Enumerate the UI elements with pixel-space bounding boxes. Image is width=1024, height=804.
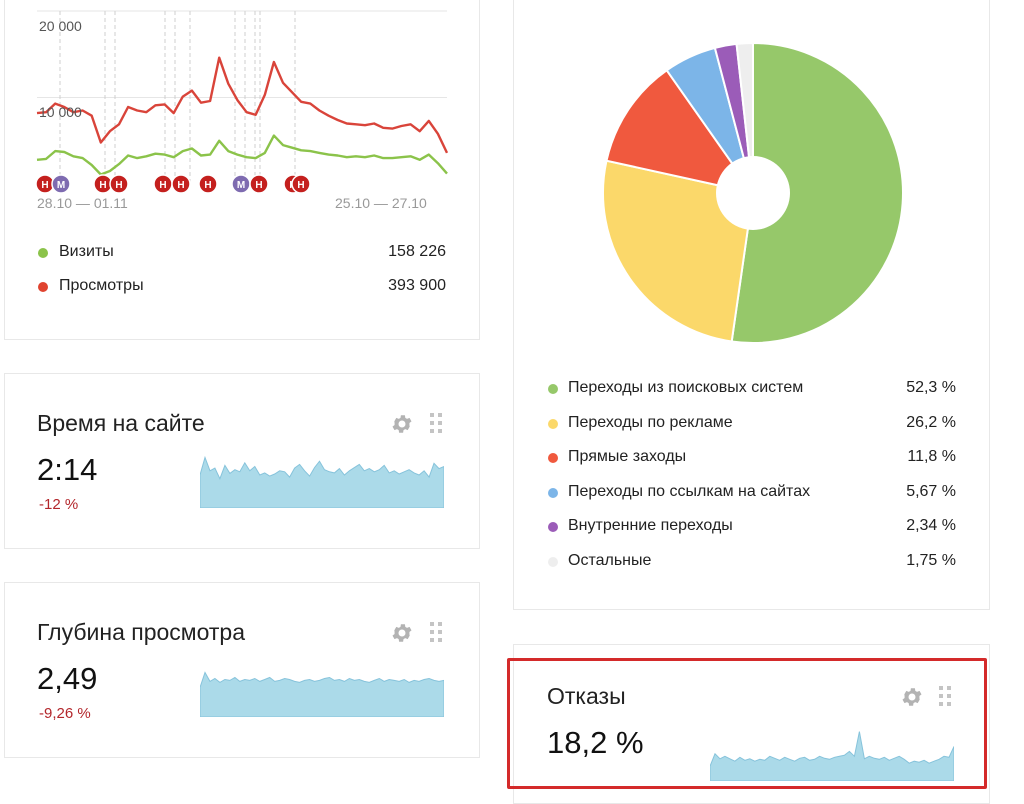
widget-delta: -9,26 % [39, 705, 91, 722]
drag-handle-icon[interactable] [429, 621, 443, 643]
svg-text:М: М [237, 180, 245, 191]
widget-title: Время на сайте [37, 410, 205, 436]
legend-value: 2,34 % [906, 517, 956, 535]
annotation-marker[interactable]: Н [153, 174, 173, 194]
legend-label-views[interactable]: Просмотры [59, 277, 144, 294]
sparkline-area [200, 671, 444, 717]
svg-text:Н: Н [255, 180, 262, 191]
legend-dot [548, 522, 558, 533]
svg-text:М: М [57, 180, 65, 191]
drag-handle-icon[interactable] [938, 685, 952, 707]
legend-dot-views [38, 282, 48, 292]
legend-dot [548, 557, 558, 567]
traffic-chart: НМНННННМННН [35, 10, 449, 194]
legend-value: 52,3 % [906, 379, 956, 396]
annotation-marker[interactable]: Н [109, 174, 129, 194]
sparkline-area [200, 455, 444, 508]
legend-value-visits: 158 226 [388, 243, 446, 260]
y-tick-10000: 10 000 [39, 104, 82, 120]
date-range-right[interactable]: 25.10 — 27.10 [335, 195, 427, 211]
pie-slice-1[interactable] [602, 159, 755, 343]
pie-center-hole [716, 156, 790, 230]
sparkline-area [710, 731, 954, 781]
drag-handle-icon[interactable] [429, 412, 443, 434]
legend-dot [548, 453, 558, 464]
svg-text:Н: Н [204, 180, 211, 191]
pie-slice-2[interactable] [605, 68, 756, 195]
sources-card: Переходы из поисковых систем 52,3 % Перехо… [513, 0, 990, 610]
svg-text:Н: Н [99, 180, 106, 191]
annotation-marker[interactable]: Н [171, 174, 191, 194]
legend-label[interactable]: Остальные [568, 552, 652, 569]
legend-dot [548, 487, 558, 498]
series-line-views [36, 56, 449, 154]
time-on-site-card: Время на сайте 2:14 -12 % [4, 373, 480, 549]
highlight-frame [507, 658, 987, 789]
y-tick-20000: 20 000 [39, 18, 82, 34]
widget-title: Отказы [547, 683, 626, 709]
legend-value: 5,67 % [906, 482, 956, 500]
legend-label[interactable]: Переходы по рекламе [568, 413, 733, 431]
sparkline-chart [200, 671, 444, 717]
legend-value: 11,8 % [907, 448, 956, 466]
sparkline-chart [200, 455, 444, 508]
legend-label[interactable]: Переходы из поисковых систем [568, 379, 804, 396]
settings-gear-icon[interactable] [900, 685, 924, 709]
annotation-marker[interactable]: М [51, 174, 71, 194]
legend-value-views: 393 900 [388, 277, 446, 294]
svg-text:Н: Н [177, 180, 184, 191]
svg-text:Н: Н [41, 180, 48, 191]
legend-dot [548, 384, 558, 394]
svg-text:Н: Н [297, 180, 304, 191]
annotation-marker[interactable]: Н [249, 174, 269, 194]
legend-value: 1,75 % [906, 552, 956, 569]
widget-delta: -12 % [39, 496, 79, 513]
legend-label[interactable]: Внутренние переходы [568, 517, 733, 535]
widget-value: 2,49 [37, 661, 98, 696]
legend-dot-visits [38, 248, 48, 258]
svg-text:Н: Н [159, 180, 166, 191]
settings-gear-icon[interactable] [390, 412, 414, 436]
annotation-marker[interactable]: М [231, 174, 251, 194]
series-line-visits [36, 134, 448, 176]
date-range-left[interactable]: 28.10 — 01.11 [37, 195, 128, 211]
bounce-card: Отказы 18,2 % [513, 644, 990, 804]
traffic-card: НМНННННМННН 20 000 10 000 28.10 — 01.11 … [4, 0, 480, 340]
widget-title: Глубина просмотра [37, 619, 245, 645]
sources-pie-chart [602, 41, 904, 344]
sparkline-chart [710, 731, 954, 781]
legend-label[interactable]: Переходы по ссылкам на сайтах [568, 482, 811, 500]
pie-slice-5[interactable] [735, 41, 754, 194]
legend-value: 26,2 % [906, 413, 956, 431]
legend-dot [548, 418, 558, 429]
legend-label[interactable]: Прямые заходы [568, 448, 687, 466]
widget-value: 18,2 % [547, 725, 644, 760]
annotation-marker[interactable]: Н [291, 174, 311, 194]
settings-gear-icon[interactable] [390, 621, 414, 645]
svg-text:Н: Н [115, 180, 122, 191]
widget-value: 2:14 [37, 452, 98, 487]
annotation-marker[interactable]: Н [198, 174, 218, 194]
depth-card: Глубина просмотра 2,49 -9,26 % [4, 582, 480, 758]
legend-label-visits[interactable]: Визиты [59, 243, 114, 260]
pie-slice-0[interactable] [730, 41, 904, 344]
